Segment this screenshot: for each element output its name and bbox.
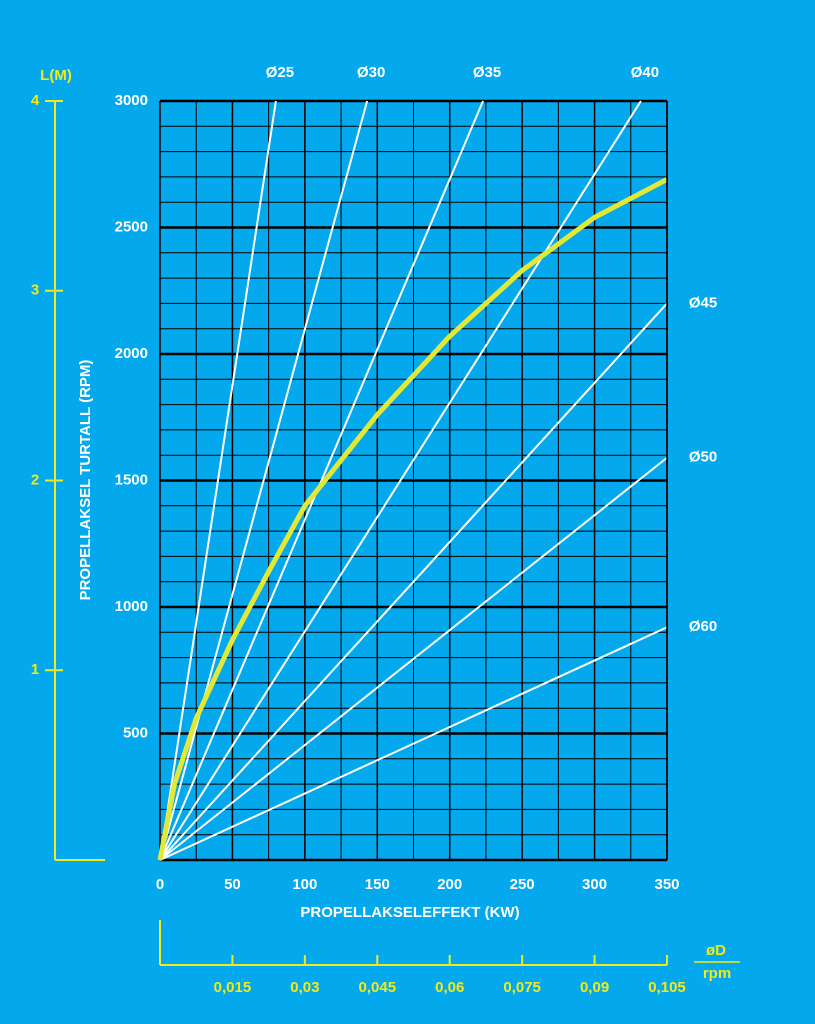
series-line: [159, 626, 668, 861]
y-axis-label: PROPELLAKSEL TURTALL (RPM): [77, 360, 94, 601]
x2-label-numerator: øD: [706, 942, 726, 959]
series-label: Ø60: [689, 618, 717, 635]
x2-tick-label: 0,03: [290, 979, 319, 996]
y2-tick-label: 3: [31, 282, 39, 299]
series-line: [159, 100, 484, 861]
y2-tick-label: 1: [31, 661, 39, 678]
x2-tick-label: 0,015: [214, 979, 252, 996]
series-label: Ø40: [631, 64, 659, 81]
x-tick-label: 50: [224, 876, 241, 893]
x-tick-label: 150: [365, 876, 390, 893]
x2-tick-label: 0,06: [435, 979, 464, 996]
x-tick-label: 350: [654, 876, 679, 893]
y-tick-label: 500: [123, 724, 148, 741]
y-tick-label: 3000: [115, 92, 148, 109]
series-line: [159, 456, 668, 861]
x-tick-label: 300: [582, 876, 607, 893]
x2-tick-label: 0,105: [648, 979, 686, 996]
series-line: [159, 302, 668, 861]
x-tick-label: 0: [156, 876, 164, 893]
y-tick-label: 2000: [115, 345, 148, 362]
y-tick-label: 2500: [115, 218, 148, 235]
x-tick-label: 100: [292, 876, 317, 893]
series-label: Ø50: [689, 449, 717, 466]
x2-tick-label: 0,075: [503, 979, 541, 996]
x-axis-label: PROPELLAKSELEFFEKT (KW): [300, 904, 519, 921]
x-tick-label: 250: [510, 876, 535, 893]
series-label: Ø45: [689, 294, 717, 311]
x2-tick-label: 0,045: [359, 979, 397, 996]
series-line: [159, 100, 642, 861]
x2-tick-label: 0,09: [580, 979, 609, 996]
series-line: [159, 100, 369, 861]
series-label: Ø30: [357, 64, 385, 81]
x-tick-label: 200: [437, 876, 462, 893]
series-line: [159, 100, 277, 861]
series-label: Ø35: [473, 64, 501, 81]
y2-tick-label: 4: [31, 92, 40, 109]
y-tick-label: 1500: [115, 471, 148, 488]
series-label: Ø25: [266, 64, 294, 81]
y2-tick-label: 2: [31, 471, 39, 488]
curve-line: [157, 177, 669, 861]
y2-axis-label: L(M): [40, 67, 72, 84]
y-tick-label: 1000: [115, 598, 148, 615]
x2-label-denominator: rpm: [703, 965, 731, 982]
